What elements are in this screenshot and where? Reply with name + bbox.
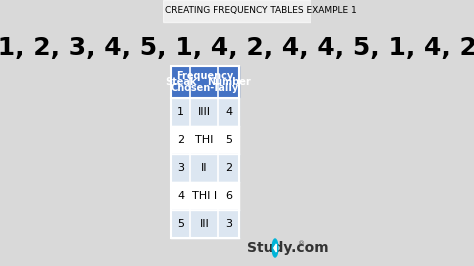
Bar (171, 154, 190, 182)
Bar (171, 182, 190, 210)
Bar (219, 154, 239, 182)
Text: IIII: IIII (198, 107, 211, 117)
Text: 2: 2 (177, 135, 184, 145)
Text: 1: 1 (177, 107, 184, 117)
Text: II: II (201, 163, 208, 173)
Text: III: III (200, 219, 209, 229)
Text: 2: 2 (225, 163, 232, 173)
Text: Study.com: Study.com (247, 241, 329, 255)
Bar (219, 66, 239, 98)
Text: Number: Number (207, 77, 251, 87)
Text: ®: ® (298, 241, 305, 247)
Text: 3: 3 (225, 219, 232, 229)
Bar (171, 66, 190, 98)
Text: 4: 4 (177, 191, 184, 201)
Text: 1, 5, 3, 1, 2, 3, 4, 5, 1, 4, 2, 4, 4, 5, 1, 4, 2, 4, 2, 2: 1, 5, 3, 1, 2, 3, 4, 5, 1, 4, 2, 4, 4, 5… (0, 36, 474, 60)
Text: CREATING FREQUENCY TABLES EXAMPLE 1: CREATING FREQUENCY TABLES EXAMPLE 1 (165, 6, 357, 15)
Text: 5: 5 (177, 219, 184, 229)
Bar (219, 182, 239, 210)
Bar (190, 210, 219, 238)
Bar (171, 66, 239, 238)
Bar (219, 126, 239, 154)
Bar (171, 126, 190, 154)
Bar (190, 154, 219, 182)
Bar (219, 210, 239, 238)
Text: THI: THI (195, 135, 213, 145)
Bar (171, 210, 190, 238)
Text: 3: 3 (177, 163, 184, 173)
Bar (190, 98, 219, 126)
Text: Frequency
Chosen-Tally: Frequency Chosen-Tally (170, 71, 238, 93)
Bar (190, 126, 219, 154)
Text: 6: 6 (225, 191, 232, 201)
Bar (171, 98, 190, 126)
Text: THI I: THI I (192, 191, 217, 201)
Circle shape (272, 239, 278, 257)
Text: 4: 4 (225, 107, 232, 117)
Bar (219, 98, 239, 126)
Text: 5: 5 (225, 135, 232, 145)
Polygon shape (274, 244, 276, 252)
Bar (190, 182, 219, 210)
Bar (190, 66, 219, 98)
Bar (163, 0, 311, 22)
Text: Steak: Steak (165, 77, 197, 87)
